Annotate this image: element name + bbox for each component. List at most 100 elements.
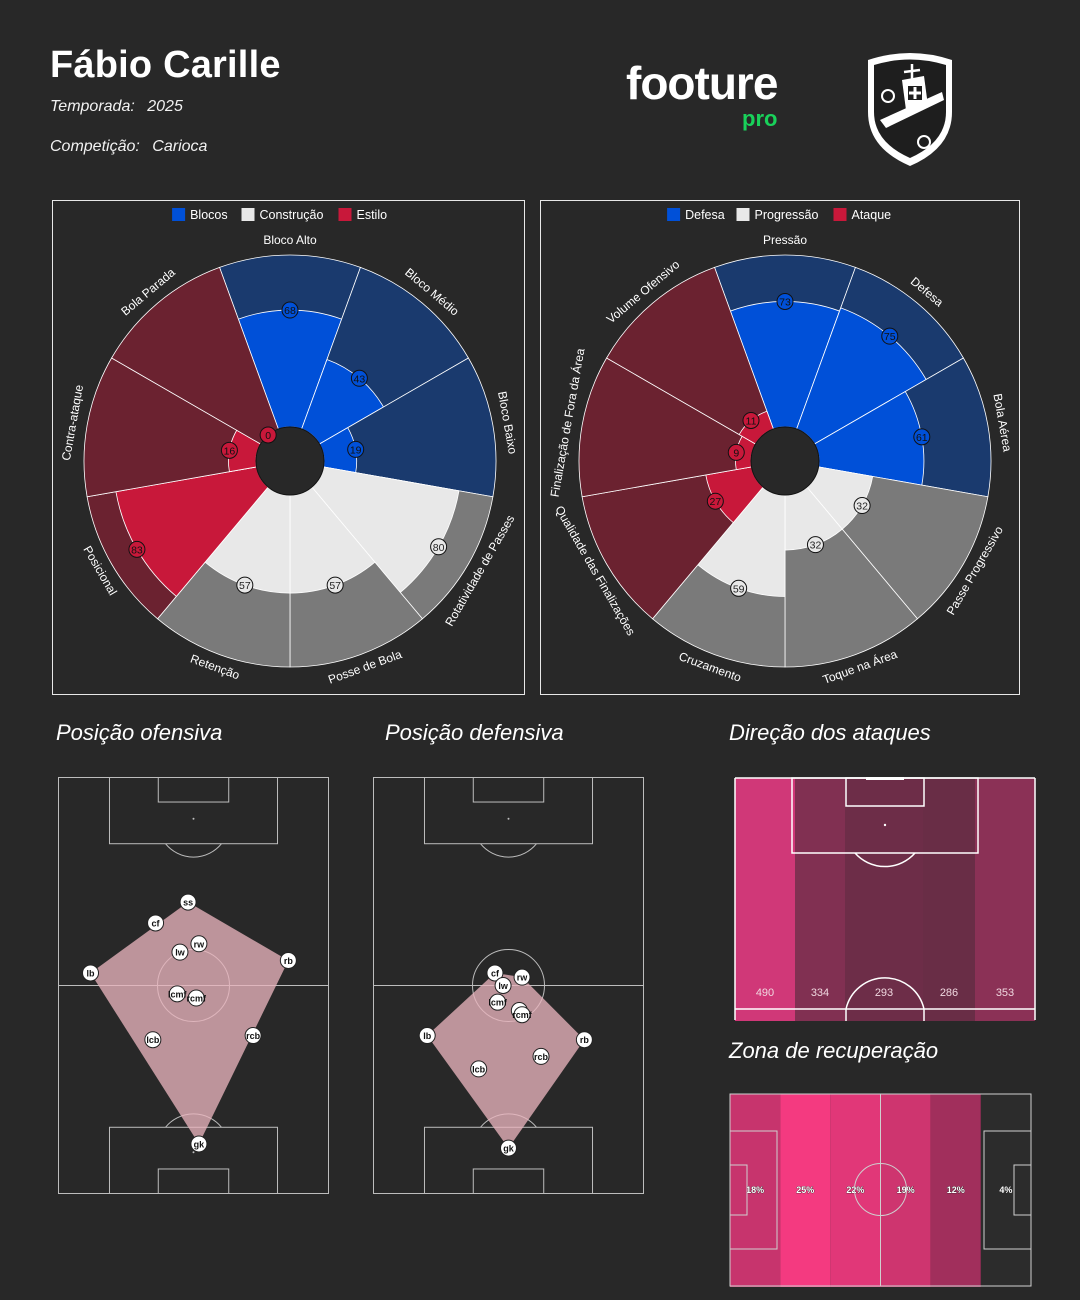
- recovery-zone-value-4: 19%: [897, 1185, 915, 1195]
- radar-value-defesa: 75: [881, 327, 899, 345]
- recovery-zone-title: Zona de recuperação: [729, 1038, 939, 1063]
- radar-value-toque-na-area: 32: [806, 536, 824, 554]
- attack-lane-2: [795, 778, 845, 1021]
- radar-chart-team-profile: Blocos Construção Estilo 68 Bloco Alto 43 Bloc…: [59, 208, 520, 687]
- legend-item-blocos: Blocos: [190, 208, 228, 222]
- recovery-zone-value-2: 25%: [796, 1185, 814, 1195]
- legend-swatch-construcao: [241, 208, 255, 221]
- recovery-zone-2: [780, 1094, 831, 1287]
- attack-lane-value-5: 353: [996, 987, 1014, 999]
- legend-swatch-progressao: [736, 208, 750, 221]
- chart-legend: Blocos Construção Estilo: [172, 208, 387, 222]
- svg-text:9: 9: [733, 447, 739, 459]
- player-marker-lcmf: lcmf: [488, 993, 508, 1011]
- competition-label: Competição:: [50, 138, 140, 155]
- recovery-zone-heatmap: 18% 25% 22% 19% 12% 4%: [729, 1093, 1032, 1287]
- defensive-position-title: Posição defensiva: [385, 720, 564, 745]
- radar-value-posse-de-bola: 57: [326, 576, 344, 594]
- legend-swatch-blocos: [172, 208, 186, 221]
- radar-value-bloco-baixo: 19: [347, 440, 365, 458]
- competition-value: Carioca: [152, 138, 208, 155]
- svg-text:80: 80: [433, 542, 445, 554]
- radar-value-pressao: 73: [776, 292, 794, 310]
- player-marker-rcmf: rcmf: [186, 989, 207, 1007]
- player-marker-rcb: rcb: [244, 1027, 262, 1045]
- attack-lane-value-2: 334: [811, 987, 829, 999]
- recovery-zone-5: [930, 1094, 981, 1287]
- attack-lane-value-1: 490: [756, 987, 774, 999]
- radar-value-passe-progressivo: 32: [853, 497, 871, 515]
- svg-text:57: 57: [329, 580, 341, 592]
- recovery-zone-value-5: 12%: [947, 1185, 965, 1195]
- recovery-zone-value-6: 4%: [999, 1185, 1012, 1195]
- pitch-lines: [729, 1093, 1032, 1287]
- svg-text:0: 0: [265, 430, 271, 442]
- svg-text:rw: rw: [194, 939, 206, 949]
- attack-lane-value-4: 286: [940, 987, 958, 999]
- svg-text:19: 19: [350, 444, 362, 456]
- competition-info: Competição: Carioca: [50, 138, 207, 156]
- svg-text:rcmf: rcmf: [512, 1010, 533, 1020]
- recovery-zone-3: [830, 1094, 881, 1287]
- player-marker-rb: rb: [575, 1031, 593, 1049]
- legend-item-progressao: Progressão: [755, 208, 819, 222]
- svg-text:rcb: rcb: [534, 1052, 549, 1062]
- svg-text:rcb: rcb: [246, 1031, 261, 1041]
- svg-text:cf: cf: [491, 968, 500, 978]
- pitch-lines: [734, 777, 1036, 1021]
- player-marker-lw: lw: [494, 977, 512, 994]
- player-marker-lcb: lcb: [470, 1060, 488, 1078]
- attack-direction-heatmap: 490 334 293 286 353: [734, 777, 1036, 1021]
- svg-text:59: 59: [733, 583, 745, 595]
- svg-text:73: 73: [779, 296, 791, 308]
- svg-text:lcmf: lcmf: [488, 998, 508, 1008]
- attack-lane-3: [845, 778, 923, 1021]
- offensive-position-title: Posição ofensiva: [56, 720, 223, 745]
- svg-text:43: 43: [354, 373, 366, 385]
- radar-value-bloco-alto: 68: [281, 301, 299, 319]
- season-info: Temporada: 2025: [50, 98, 183, 116]
- svg-text:83: 83: [131, 544, 143, 556]
- legend-item-defesa: Defesa: [685, 208, 725, 222]
- svg-text:lb: lb: [423, 1031, 432, 1041]
- recovery-zone-1: [730, 1094, 781, 1287]
- recovery-zone-value-3: 22%: [846, 1185, 864, 1195]
- radar-value-finalizacao-de-fora-da-area: 9: [727, 443, 745, 461]
- radar-label-contra-ataque: Contra-ataque: [59, 383, 86, 461]
- svg-text:rb: rb: [284, 956, 294, 966]
- player-marker-lb: lb: [82, 964, 100, 982]
- footure-logo: footure: [626, 57, 778, 109]
- radar-center: [750, 426, 820, 496]
- team-shape-area: [427, 972, 585, 1149]
- svg-text:68: 68: [284, 305, 296, 317]
- radar-value-retencao: 57: [236, 576, 254, 594]
- player-marker-cf: cf: [486, 964, 504, 982]
- legend-item-construcao: Construção: [260, 208, 324, 222]
- player-marker-rw: rw: [513, 968, 531, 986]
- svg-text:75: 75: [884, 331, 896, 343]
- attack-lane-1: [735, 778, 795, 1021]
- svg-text:lcb: lcb: [146, 1035, 160, 1045]
- svg-text:lb: lb: [87, 968, 96, 978]
- defensive-position-pitch: cfrwlwlcmfssrcmflbrbrcblcbgk: [373, 777, 644, 1194]
- radar-value-qualidade-das-finalizacoes: 27: [706, 492, 724, 510]
- radar-value-cruzamento: 59: [730, 579, 748, 597]
- radar-value-bola-aerea: 61: [913, 428, 931, 446]
- radar-panel-team-profile: Blocos Construção Estilo 68 Bloco Alto 43 Bloc…: [52, 200, 525, 695]
- player-marker-rw: rw: [190, 935, 208, 953]
- player-marker-gk: gk: [190, 1135, 208, 1153]
- svg-text:57: 57: [239, 580, 251, 592]
- recovery-zone-4: [880, 1094, 931, 1287]
- player-marker-lb: lb: [418, 1027, 436, 1045]
- recovery-zone-value-1: 18%: [746, 1185, 764, 1195]
- season-label: Temporada:: [50, 98, 135, 115]
- radar-label-bola-aerea: Bola Aérea: [990, 393, 1014, 454]
- player-marker-cf: cf: [147, 914, 165, 932]
- svg-text:32: 32: [856, 501, 868, 513]
- radar-value-rotatividade-de-passes: 80: [430, 538, 448, 556]
- radar-chart-performance: Defesa Progressão Ataque 73 Pressão 75 Defesa 6…: [547, 208, 1015, 687]
- recovery-zone-6: [980, 1094, 1031, 1287]
- radar-value-bloco-medio: 43: [350, 369, 368, 387]
- season-value: 2025: [147, 98, 183, 115]
